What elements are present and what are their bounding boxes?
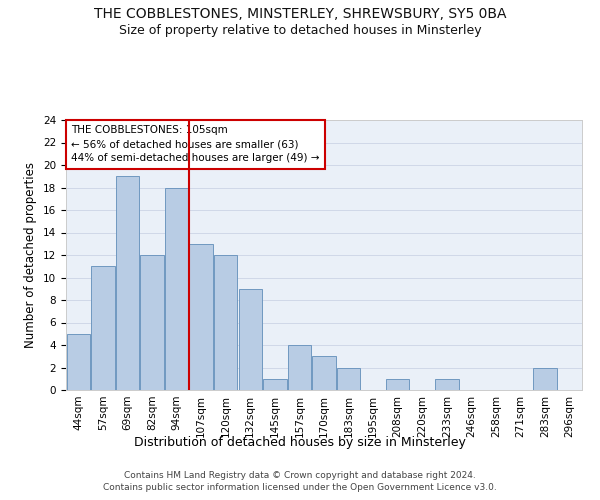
Bar — [386, 379, 409, 390]
Bar — [116, 176, 139, 390]
Bar — [435, 379, 458, 390]
Text: Contains public sector information licensed under the Open Government Licence v3: Contains public sector information licen… — [103, 483, 497, 492]
Bar — [313, 356, 335, 390]
Bar — [263, 379, 287, 390]
Bar — [67, 334, 90, 390]
Text: Size of property relative to detached houses in Minsterley: Size of property relative to detached ho… — [119, 24, 481, 37]
Bar — [239, 289, 262, 390]
Bar — [190, 244, 213, 390]
Text: THE COBBLESTONES, MINSTERLEY, SHREWSBURY, SY5 0BA: THE COBBLESTONES, MINSTERLEY, SHREWSBURY… — [94, 8, 506, 22]
Y-axis label: Number of detached properties: Number of detached properties — [25, 162, 37, 348]
Bar — [140, 255, 164, 390]
Bar — [288, 345, 311, 390]
Bar — [91, 266, 115, 390]
Text: Distribution of detached houses by size in Minsterley: Distribution of detached houses by size … — [134, 436, 466, 449]
Bar — [533, 368, 557, 390]
Text: Contains HM Land Registry data © Crown copyright and database right 2024.: Contains HM Land Registry data © Crown c… — [124, 472, 476, 480]
Bar — [214, 255, 238, 390]
Bar — [337, 368, 360, 390]
Bar — [165, 188, 188, 390]
Text: THE COBBLESTONES: 105sqm
← 56% of detached houses are smaller (63)
44% of semi-d: THE COBBLESTONES: 105sqm ← 56% of detach… — [71, 126, 320, 164]
